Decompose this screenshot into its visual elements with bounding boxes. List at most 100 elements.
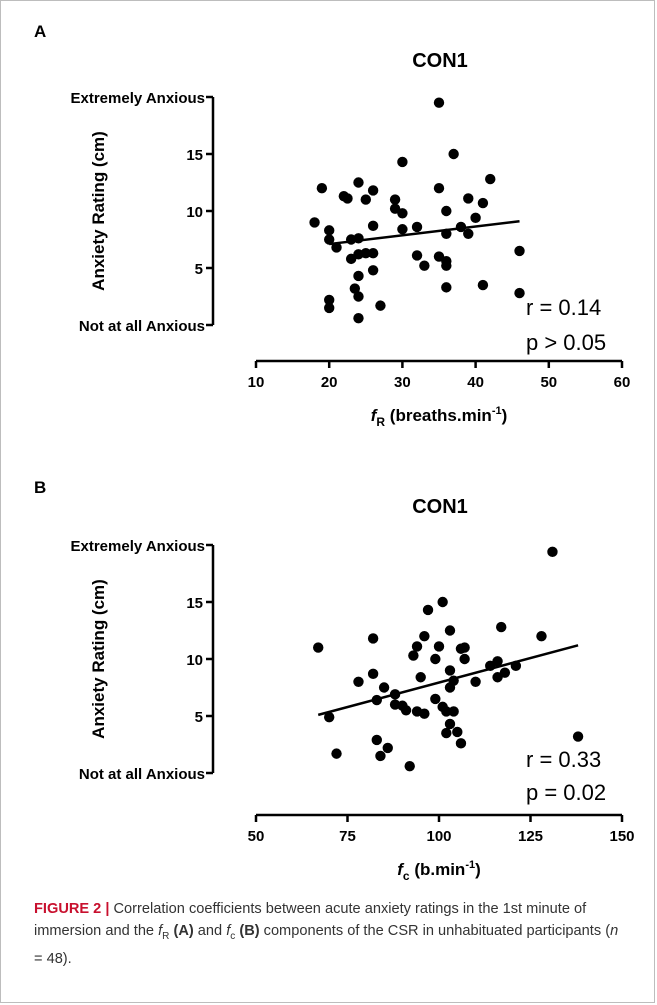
panel-b: B CON1 Extremely Anxious Not at all Anxiou… [0,460,657,890]
data-point [378,682,390,693]
y-tick-label: 10 [186,652,203,669]
data-point [477,197,489,209]
data-point [433,641,445,652]
data-point [367,247,379,259]
data-point [367,185,379,196]
data-point [331,242,342,253]
caption-fc-sub: c [230,930,236,942]
data-point [444,625,456,636]
scatter-chart-a: CON1 Extremely Anxious Not at all Anxious 5… [71,50,631,429]
data-point [441,727,452,739]
x-tick-label: 20 [321,374,338,391]
y-axis-label: Anxiety Rating (cm) [89,579,108,739]
caption-text-1: Correlation coefficients between acute a… [34,901,587,939]
caption-a-ref: (A) [173,923,194,939]
data-point [419,260,430,271]
data-point [367,265,379,276]
data-point [419,631,430,642]
data-point [360,194,371,205]
stat-p: p = 0.02 [526,780,606,805]
data-point [375,300,386,311]
data-point [463,193,474,204]
data-point [342,193,353,204]
y-tick-label: 15 [186,147,203,164]
data-point [367,220,379,232]
data-point [367,633,379,644]
data-point [441,282,452,293]
data-point [572,731,584,742]
y-tick-label-bottom: Not at all Anxious [79,766,205,783]
data-point [397,224,408,235]
data-point [536,631,547,642]
caption-fr-sub: R [162,930,170,942]
x-tick-label: 50 [540,374,557,391]
data-point [411,641,423,652]
y-axis-label: Anxiety Rating (cm) [89,131,108,291]
data-point [437,596,448,608]
data-point [389,194,401,205]
data-point [547,546,558,558]
data-point [353,312,364,324]
data-point [313,642,324,653]
data-point [353,676,364,687]
scatter-chart-b: CON1 Extremely Anxious Not at all Anxious 5… [71,496,635,883]
data-point [459,653,470,665]
data-point [448,706,459,717]
data-point [422,604,434,616]
x-tick-label: 60 [614,374,631,391]
caption-n-symbol: n [610,923,619,939]
data-point [455,738,467,749]
y-tick-label: 5 [195,261,203,278]
data-point [404,760,415,772]
data-point [353,291,364,302]
data-point [360,247,371,259]
x-axis-label: fR (breaths.min-1) [371,405,508,429]
y-tick-label: 15 [186,595,203,612]
data-point [470,212,481,224]
data-point [499,667,511,678]
stat-r: r = 0.14 [526,295,601,320]
x-axis-label: fc (b.min-1) [397,859,481,883]
caption-fr-symbol: f [158,923,163,939]
data-point [408,650,419,661]
data-point [415,672,426,683]
figure-caption: FIGURE 2 | Correlation coefficients betw… [34,898,630,970]
trend-line [317,644,579,717]
x-tick-label: 125 [518,828,543,845]
x-tick-label: 150 [609,828,634,845]
data-point [444,665,456,676]
data-point [411,221,423,233]
data-point [367,668,379,680]
data-point [324,302,335,314]
data-point [444,718,456,730]
y-tick-label: 10 [186,204,203,221]
data-point [375,750,386,762]
data-point [514,287,525,299]
stat-r: r = 0.33 [526,747,601,772]
caption-fc-symbol: f [226,923,231,939]
caption-b-ref: (B) [239,923,260,939]
data-point [397,156,408,168]
trend-line [329,220,520,246]
x-tick-label: 10 [248,374,265,391]
chart-title: CON1 [412,50,468,72]
data-point [382,742,393,754]
data-point [331,748,342,759]
stat-p: p > 0.05 [526,330,606,355]
data-point [419,708,430,719]
data-point [485,173,496,185]
panel-a: A CON1 Extremely Anxious Not at all Anxiou… [0,0,657,445]
data-point [324,225,335,236]
data-point [452,726,463,738]
data-point [400,705,412,716]
data-point [324,294,335,306]
caption-text-3: and [193,923,227,939]
y-tick-label: 5 [195,709,203,726]
data-point [430,693,441,705]
data-point [477,279,489,291]
data-point [441,205,452,217]
data-point [448,148,459,160]
x-tick-label: 50 [248,828,265,845]
caption-text-5: components of the CSR in unhabituated pa… [259,923,611,939]
